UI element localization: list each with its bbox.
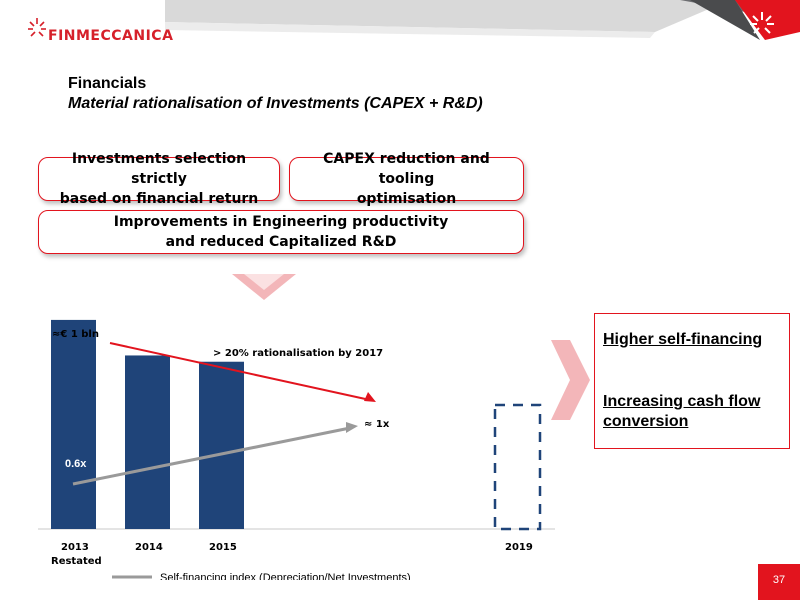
- header-banner: [165, 0, 800, 40]
- callout-engineering-productivity: Improvements in Engineering productivity…: [38, 210, 524, 254]
- x-tick-label-sub: Restated: [51, 556, 102, 567]
- callout-line: CAPEX reduction and tooling: [323, 151, 490, 187]
- right-arrow-icon: [551, 340, 590, 420]
- brand-name: FINMECCANICA: [48, 28, 174, 44]
- callout-line: and reduced Capitalized R&D: [165, 234, 397, 250]
- trend-annotation: > 20% rationalisation by 2017: [213, 348, 383, 359]
- callout-line: based on financial return: [59, 191, 259, 207]
- brand-star-icon: [750, 12, 774, 34]
- bar-projected-2019: [493, 403, 542, 531]
- self-financing-end-label: ≈ 1x: [364, 419, 390, 430]
- x-tick-label: 2014: [135, 542, 163, 553]
- bar-2: [199, 361, 244, 529]
- x-tick-label: 2019: [505, 542, 533, 553]
- callout-line: optimisation: [356, 191, 457, 207]
- x-tick-label: 2013: [61, 542, 89, 553]
- trend-arrow-line: [109, 342, 371, 401]
- callout-capex-reduction: CAPEX reduction and tooling optimisation: [289, 151, 524, 207]
- page-subtitle: Material rationalisation of Investments …: [68, 95, 483, 112]
- result-cash-flow-conversion: Increasing cash flow conversion: [603, 393, 761, 430]
- page-title: Financials: [68, 75, 147, 92]
- bar-1: [125, 355, 170, 529]
- self-financing-arrow-head: [346, 422, 358, 433]
- investments-chart: 2013 Restated 2014 2015 2019 ≈€ 1 bln > 20% ra…: [38, 274, 590, 580]
- page-number: 37: [772, 574, 786, 586]
- legend-label: Self-financing index (Depreciation/Net I…: [160, 572, 411, 580]
- down-arrow-icon-inner: [244, 274, 284, 290]
- bar-0: [51, 319, 96, 529]
- x-tick-label: 2015: [209, 542, 237, 553]
- self-financing-start-label: 0.6x: [65, 458, 87, 470]
- callout-line: Investments selection strictly: [71, 151, 247, 187]
- finmeccanica-logo-icon: [28, 18, 46, 37]
- unit-label: ≈€ 1 bln: [52, 329, 99, 340]
- trend-arrow-head: [364, 392, 376, 402]
- callout-line: Improvements in Engineering productivity: [113, 214, 449, 230]
- self-financing-line: [72, 426, 351, 486]
- results-box: Higher self-financing Increasing cash fl…: [594, 313, 790, 449]
- callout-investments-selection: Investments selection strictly based on …: [38, 151, 280, 207]
- result-self-financing: Higher self-financing: [603, 331, 763, 348]
- page-number-badge: [758, 564, 800, 600]
